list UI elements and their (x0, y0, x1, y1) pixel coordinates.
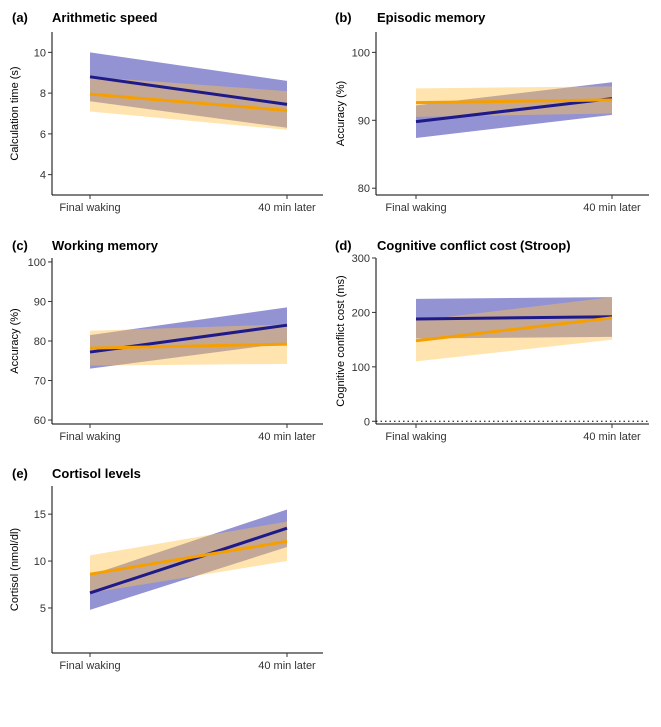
panel-e: (e) Cortisol levels 5 10 15 Final waking 40 mi… (9, 466, 323, 672)
series-line-group_b (415, 316, 613, 343)
panel-title: Episodic memory (377, 10, 486, 25)
panel-b: (b) Episodic memory 80 90 100 Final waking 40 … (335, 10, 649, 214)
panel-title: Cortisol levels (52, 466, 141, 481)
y-tick-label: 8 (40, 88, 46, 100)
y-tick-label: 4 (40, 170, 46, 182)
series-line-group_a (89, 75, 288, 106)
y-tick-label: 100 (352, 362, 370, 374)
x-tick-label: Final waking (59, 202, 120, 214)
y-tick-label: 10 (34, 556, 46, 568)
y-tick-label: 300 (352, 253, 370, 265)
y-tick-label: 200 (352, 307, 370, 319)
y-tick-label: 15 (34, 509, 46, 521)
y-axis-label: Accuracy (%) (9, 308, 21, 373)
x-tick-label: 40 min later (258, 202, 316, 214)
panel-title: Working memory (52, 238, 159, 253)
series-line-group_b (89, 92, 288, 112)
x-tick-label: Final waking (59, 431, 120, 443)
y-tick-label: 100 (28, 257, 46, 269)
panel-label: (b) (335, 10, 352, 25)
x-tick-label: 40 min later (258, 660, 316, 672)
panel-a: (a) Arithmetic speed 4 6 8 10 Final waking 40 m… (9, 10, 323, 214)
y-axis-label: Cognitive conflict cost (ms) (335, 275, 347, 406)
y-tick-label: 90 (34, 296, 46, 308)
y-tick-label: 70 (34, 376, 46, 388)
series-line-group_b (415, 98, 613, 105)
series-line-group_b (89, 539, 288, 576)
panel-c: (c) Working memory 60 70 80 90 100 Final waking… (9, 238, 323, 443)
y-tick-label: 90 (358, 115, 370, 127)
x-tick-label: Final waking (385, 431, 446, 443)
y-axis-label: Calculation time (s) (9, 66, 21, 160)
y-tick-label: 60 (34, 415, 46, 427)
panel-title: Cognitive conflict cost (Stroop) (377, 238, 571, 253)
y-tick-label: 6 (40, 129, 46, 141)
x-tick-label: Final waking (59, 660, 120, 672)
panel-label: (a) (12, 10, 28, 25)
series-line-group_b (89, 342, 288, 350)
panel-title: Arithmetic speed (52, 10, 158, 25)
y-tick-label: 80 (34, 336, 46, 348)
x-tick-label: 40 min later (583, 431, 641, 443)
y-tick-label: 80 (358, 183, 370, 195)
panel-label: (e) (12, 466, 28, 481)
y-axis-label: Cortisol (nmol/dl) (9, 528, 21, 611)
series-line-group_a (415, 97, 613, 124)
x-tick-label: Final waking (385, 202, 446, 214)
x-tick-label: 40 min later (583, 202, 641, 214)
panel-label: (c) (12, 238, 28, 253)
y-tick-label: 5 (40, 603, 46, 615)
series-line-group_a (89, 526, 288, 595)
y-tick-label: 0 (364, 416, 370, 428)
y-tick-label: 100 (352, 47, 370, 59)
y-tick-label: 10 (34, 47, 46, 59)
series-line-group_a (415, 315, 613, 321)
y-axis-label: Accuracy (%) (335, 81, 347, 146)
x-tick-label: 40 min later (258, 431, 316, 443)
panel-d: (d) Cognitive conflict cost (Stroop) 0 100 2… (335, 238, 649, 443)
panel-label: (d) (335, 238, 352, 253)
